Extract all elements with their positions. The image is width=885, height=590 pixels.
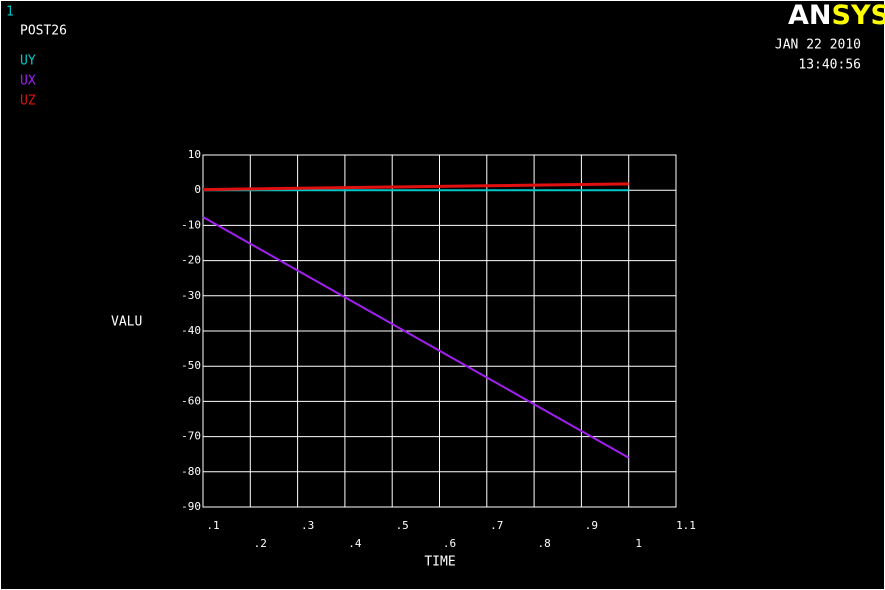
y-tick-label: -80 [181,465,201,478]
legend-entry: UZ [20,94,36,109]
x-tick-label: .6 [443,537,456,550]
y-tick-label: -60 [181,394,201,407]
x-tick-label: .1 [206,519,219,532]
x-tick-label: .8 [537,537,550,550]
logo-part: SYS [832,0,885,31]
time: 13:40:56 [798,58,861,73]
date: JAN 22 2010 [775,38,861,53]
y-tick-label: -30 [181,289,201,302]
x-tick-label: .7 [490,519,503,532]
y-tick-label: -10 [181,218,201,231]
logo: ANSYS [788,0,885,31]
data-line [202,182,629,192]
x-tick-label: .5 [396,519,409,532]
plot-frame [202,154,677,508]
y-tick-label: -70 [181,430,201,443]
legend-entry: UX [20,74,36,89]
x-tick-label: .2 [254,537,267,550]
x-tick-label: 1.1 [676,519,696,532]
y-tick-label: -50 [181,359,201,372]
y-tick-label: 10 [188,148,201,161]
x-axis-label: TIME [424,555,455,570]
y-tick-label: -40 [181,324,201,337]
legend-entry: UY [20,54,36,69]
chart-title: POST26 [20,24,67,39]
x-tick-label: .4 [348,537,362,550]
x-tick-label: .9 [585,519,598,532]
window-number: 1 [6,5,14,20]
logo-part: AN [788,0,832,31]
y-tick-label: -90 [181,500,201,513]
y-axis-label: VALU [111,315,142,330]
y-tick-label: 0 [194,183,201,196]
x-tick-label: .3 [301,519,314,532]
x-tick-label: 1 [635,537,642,550]
data-line [202,216,630,459]
y-tick-label: -20 [181,254,201,267]
